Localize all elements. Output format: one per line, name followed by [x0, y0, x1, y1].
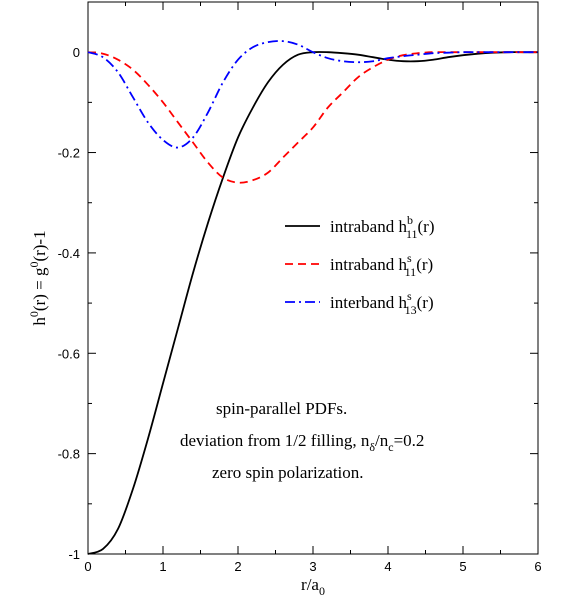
- x-axis-label: r/a0: [301, 575, 325, 598]
- series-line-2: [87, 51, 538, 184]
- x-tick-label: 6: [534, 559, 541, 574]
- y-axis-label-sup1: 0: [27, 311, 41, 317]
- annotation-3: zero spin polarization.: [212, 463, 364, 482]
- series-line-3: [87, 40, 538, 149]
- y-axis-label-part3: (r)-1: [30, 230, 49, 261]
- y-tick-label: -1: [68, 547, 80, 562]
- series-layer: [87, 40, 538, 555]
- legend-label-2: intraband hs 11(r): [330, 251, 433, 279]
- x-tick-label: 2: [234, 559, 241, 574]
- x-tick-label: 5: [459, 559, 466, 574]
- y-axis-label: h0(r) = g0(r)-1: [27, 230, 49, 325]
- x-axis-label-main: r/a: [301, 575, 319, 594]
- y-tick-label: -0.6: [58, 346, 80, 361]
- y-tick-label: -0.2: [58, 146, 80, 161]
- legend: intraband hb 11(r) intraband hs 11(r) interb…: [285, 213, 435, 317]
- x-tick-label: 0: [84, 559, 91, 574]
- tick-labels: 0 1 2 3 4 5 6 -1 -0.8 -0.6 -0.4 -0.2 0: [58, 45, 542, 574]
- annotation-1: spin-parallel PDFs.: [216, 399, 347, 418]
- x-tick-label: 3: [309, 559, 316, 574]
- legend-label-3: interband hs 13(r): [330, 289, 434, 317]
- y-axis-label-sup2: 0: [27, 262, 41, 268]
- y-axis-label-part1: h: [30, 317, 49, 326]
- y-tick-label: -0.4: [58, 246, 80, 261]
- y-tick-label: -0.8: [58, 447, 80, 462]
- annotations: spin-parallel PDFs. deviation from 1/2 fi…: [180, 399, 424, 482]
- x-axis-label-sub: 0: [319, 584, 325, 598]
- legend-label-1: intraband hb 11(r): [330, 213, 435, 241]
- annotation-2: deviation from 1/2 filling, nδ/nc=0.2: [180, 431, 424, 454]
- y-axis-label-part2: (r) = g: [30, 267, 49, 311]
- x-tick-label: 1: [159, 559, 166, 574]
- x-tick-label: 4: [384, 559, 391, 574]
- y-tick-label: 0: [73, 45, 80, 60]
